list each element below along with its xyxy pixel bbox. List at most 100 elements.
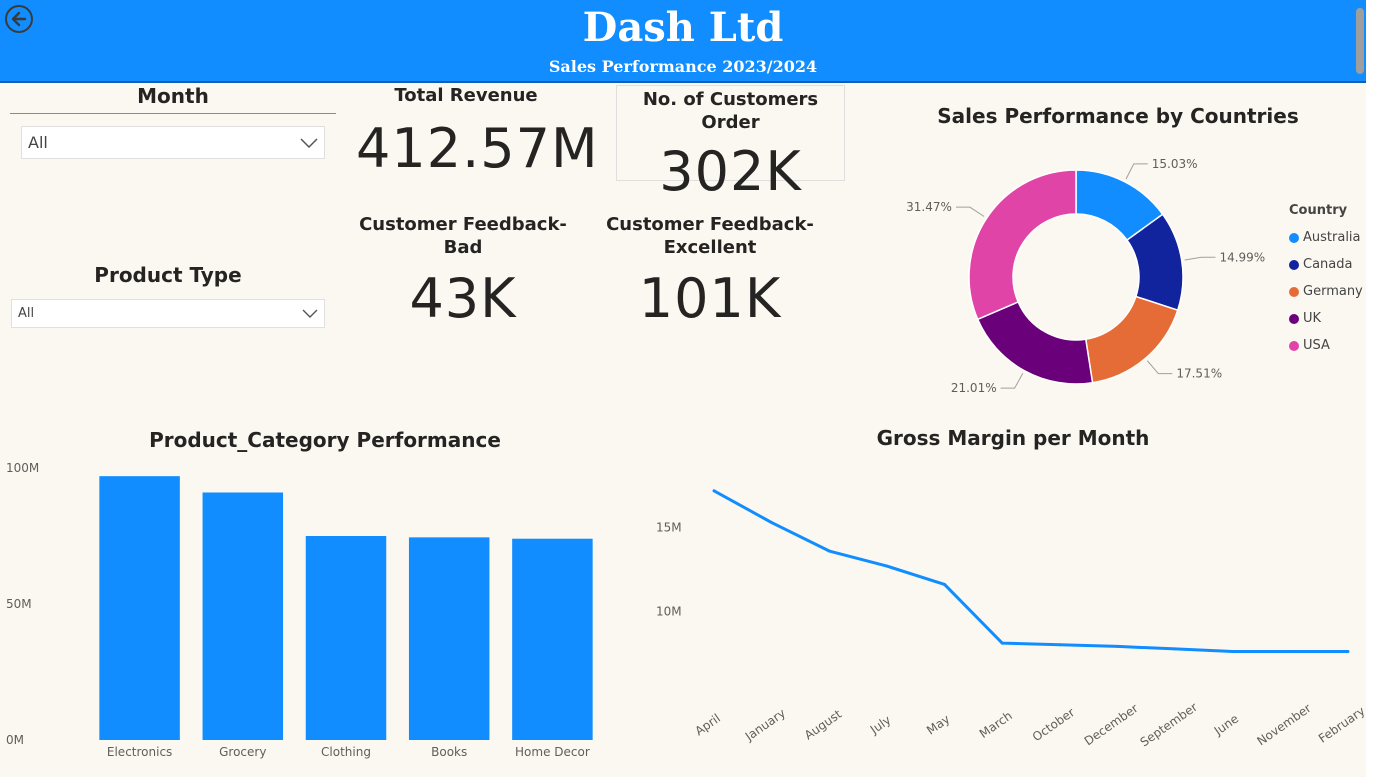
product-type-dropdown[interactable]: All <box>11 299 325 328</box>
bar-clothing[interactable] <box>305 536 387 740</box>
line-point-april[interactable] <box>712 489 716 493</box>
x-tick-label: Clothing <box>321 745 371 759</box>
line-point-may[interactable] <box>943 582 947 586</box>
y-tick-label: 15M <box>656 521 682 535</box>
line-point-february[interactable] <box>1346 649 1350 653</box>
legend-label: Canada <box>1303 257 1353 272</box>
scrollbar-thumb[interactable] <box>1356 8 1364 74</box>
customer-orders-label: No. of Customers Order <box>642 89 819 133</box>
feedback-bad-card: Customer Feedback- Bad 43K <box>350 213 576 338</box>
line-point-november[interactable] <box>1288 649 1292 653</box>
donut-leader-line <box>1184 256 1216 261</box>
legend-dot-icon <box>1289 232 1299 243</box>
y-tick-label: 0M <box>6 733 24 747</box>
donut-chart[interactable]: 15.03% 14.99% 17.51% 21.01% 31.47% <box>900 150 1290 400</box>
bar-grocery[interactable] <box>202 492 284 740</box>
line-point-december[interactable] <box>1115 644 1119 648</box>
line-point-june[interactable] <box>1231 649 1235 653</box>
x-tick-label: August <box>802 707 845 743</box>
legend-title: Country <box>1289 203 1348 218</box>
y-tick-label: 100M <box>6 461 39 475</box>
chevron-down-icon <box>300 137 318 148</box>
total-revenue-card: Total Revenue 412.57M <box>356 84 599 184</box>
scrollbar-track[interactable] <box>1366 0 1374 777</box>
y-tick-label: 50M <box>6 597 32 611</box>
feedback-bad-label-line1: Customer Feedback- <box>359 214 567 235</box>
line-point-january[interactable] <box>770 521 774 525</box>
gross-margin-line[interactable] <box>713 489 1348 653</box>
legend-dot-icon <box>1289 313 1299 324</box>
line-chart[interactable]: 10M 15M April January August July May March Octo… <box>640 455 1366 770</box>
report-header <box>0 0 1366 83</box>
legend-item-usa[interactable]: USA <box>1289 332 1365 359</box>
legend-dot-icon <box>1289 340 1299 351</box>
donut-data-label: 17.51% <box>1176 367 1222 381</box>
feedback-excellent-label-line2: Excellent <box>663 237 757 258</box>
x-tick-label: Grocery <box>219 745 266 759</box>
feedback-excellent-card: Customer Feedback- Excellent 101K <box>600 213 820 338</box>
bar-chart-title: Product_Category Performance <box>149 428 501 452</box>
legend-label: Germany <box>1303 284 1363 299</box>
chevron-down-icon <box>302 309 318 318</box>
x-tick-label: February <box>1316 704 1366 746</box>
feedback-excellent-label-line1: Customer Feedback- <box>606 214 814 235</box>
x-tick-label: April <box>692 711 723 738</box>
report-subtitle: Sales Performance 2023/2024 <box>548 57 818 76</box>
bar-home-decor[interactable] <box>512 538 593 740</box>
donut-data-label: 14.99% <box>1219 250 1265 264</box>
bar-books[interactable] <box>408 537 490 740</box>
donut-data-label: 15.03% <box>1152 157 1198 171</box>
month-slicer-title: Month <box>137 84 209 108</box>
line-point-july[interactable] <box>885 564 889 568</box>
customer-orders-value: 302K <box>659 140 802 203</box>
x-tick-label: Electronics <box>107 745 172 759</box>
x-tick-label: Books <box>431 745 467 759</box>
legend-label: USA <box>1303 338 1330 353</box>
legend-item-australia[interactable]: Australia <box>1289 224 1365 251</box>
x-tick-label: June <box>1211 711 1241 738</box>
month-dropdown[interactable]: All <box>21 126 325 159</box>
feedback-excellent-value: 101K <box>638 267 782 330</box>
bar-electronics[interactable] <box>99 476 180 740</box>
legend-item-uk[interactable]: UK <box>1289 305 1365 332</box>
legend-label: UK <box>1303 311 1322 326</box>
donut-slice-usa[interactable] <box>968 169 1077 321</box>
line-chart-title: Gross Margin per Month <box>876 426 1150 450</box>
donut-slice-uk[interactable] <box>976 300 1094 385</box>
line-point-october[interactable] <box>1058 643 1062 647</box>
legend-dot-icon <box>1289 259 1299 270</box>
donut-leader-line <box>1000 373 1024 389</box>
donut-chart-title: Sales Performance by Countries <box>937 104 1299 128</box>
product-type-slicer-title: Product Type <box>94 263 242 287</box>
donut-leader-line <box>1146 360 1173 375</box>
x-tick-label: January <box>742 706 788 744</box>
x-tick-label: December <box>1082 701 1141 748</box>
x-tick-label: May <box>924 712 952 738</box>
x-tick-label: September <box>1138 700 1200 750</box>
x-tick-label: July <box>867 713 894 737</box>
line-point-august[interactable] <box>827 549 831 553</box>
x-tick-label: March <box>977 708 1015 740</box>
feedback-bad-label-line2: Bad <box>443 237 483 258</box>
x-tick-label: Home Decor <box>515 745 590 759</box>
donut-legend: Country Australia Canada Germany UK USA <box>1289 203 1365 359</box>
back-arrow-icon <box>11 11 27 27</box>
legend-item-canada[interactable]: Canada <box>1289 251 1365 278</box>
legend-item-germany[interactable]: Germany <box>1289 278 1365 305</box>
donut-leader-line <box>955 206 985 217</box>
line-point-september[interactable] <box>1173 647 1177 651</box>
donut-slice-germany[interactable] <box>1084 295 1179 384</box>
legend-label: Australia <box>1303 230 1361 245</box>
feedback-bad-value: 43K <box>409 267 517 330</box>
bar-chart[interactable]: 0M 50M 100M Electronics Grocery Clothing Books… <box>0 455 640 770</box>
month-dropdown-value: All <box>28 133 48 152</box>
total-revenue-value: 412.57M <box>356 117 599 180</box>
product-type-dropdown-value: All <box>18 306 35 321</box>
line-point-march[interactable] <box>1000 641 1004 645</box>
legend-dot-icon <box>1289 286 1299 297</box>
donut-data-label: 21.01% <box>951 381 997 395</box>
back-button[interactable] <box>5 5 33 33</box>
x-tick-label: November <box>1254 701 1313 748</box>
total-revenue-label: Total Revenue <box>394 85 538 106</box>
y-tick-label: 10M <box>656 604 682 618</box>
